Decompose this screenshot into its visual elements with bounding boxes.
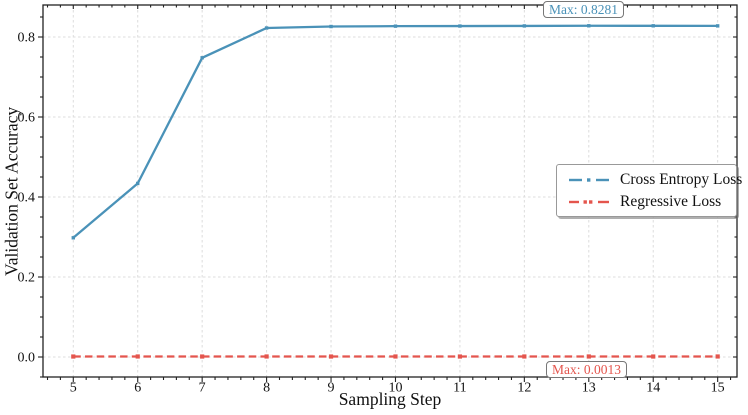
- y-tick-label: 0.2: [18, 271, 36, 286]
- y-tick-label: 0.6: [18, 111, 36, 126]
- x-tick-label: 8: [263, 381, 270, 396]
- cross-entropy-marker: [715, 24, 720, 28]
- regressive-marker: [71, 354, 76, 359]
- x-tick-label: 13: [582, 381, 596, 396]
- regressive-marker: [328, 354, 334, 359]
- max-accuracy-annotation: Max: 0.8281: [543, 1, 624, 18]
- legend-label-cross-entropy: Cross Entropy Loss: [620, 170, 743, 188]
- regressive-marker: [522, 354, 527, 359]
- cross-entropy-marker: [651, 24, 655, 28]
- cross-entropy-line-sample: [569, 177, 609, 182]
- x-tick-label: 5: [70, 381, 77, 396]
- cross-entropy-marker: [587, 24, 591, 28]
- regressive-marker: [651, 354, 656, 359]
- cross-entropy-marker: [71, 236, 75, 240]
- x-tick-label: 15: [711, 381, 725, 396]
- y-tick-label: 0.0: [18, 351, 36, 366]
- x-tick-label: 12: [517, 381, 531, 396]
- plot-frame: [42, 4, 738, 378]
- regressive-line-sample: [569, 199, 609, 204]
- y-tick-label: 0.8: [18, 31, 36, 46]
- regressive-marker: [715, 354, 720, 359]
- legend: Cross Entropy Loss Regressive Loss: [556, 164, 742, 217]
- x-tick-label: 11: [453, 381, 466, 396]
- y-tick-label: 0.4: [18, 191, 36, 206]
- legend-item-regressive: Regressive Loss: [557, 193, 736, 211]
- cross-entropy-marker: [264, 26, 269, 30]
- x-tick-label: 9: [328, 381, 335, 396]
- cross-entropy-marker: [522, 24, 527, 28]
- regressive-marker: [457, 354, 463, 359]
- regressive-marker: [393, 354, 398, 359]
- x-tick-label: 14: [646, 381, 660, 396]
- cross-entropy-marker: [200, 56, 204, 60]
- x-tick-label: 7: [199, 381, 206, 396]
- cross-entropy-marker: [136, 181, 140, 186]
- regressive-marker: [135, 354, 140, 359]
- y-axis-label: Validation Set Accuracy: [1, 106, 22, 276]
- legend-label-regressive: Regressive Loss: [620, 192, 722, 210]
- cross-entropy-marker: [458, 24, 462, 28]
- x-tick-label: 10: [388, 381, 402, 396]
- legend-item-cross-entropy: Cross Entropy Loss: [557, 171, 742, 189]
- x-tick-label: 6: [134, 381, 141, 396]
- cross-entropy-marker: [393, 24, 398, 28]
- x-axis-label: Sampling Step: [338, 389, 442, 409]
- regressive-marker: [264, 354, 269, 359]
- cross-entropy-marker: [329, 24, 333, 29]
- max-regressive-annotation: Max: 0.0013: [546, 361, 627, 378]
- regressive-marker: [586, 354, 591, 359]
- regressive-marker: [200, 354, 205, 359]
